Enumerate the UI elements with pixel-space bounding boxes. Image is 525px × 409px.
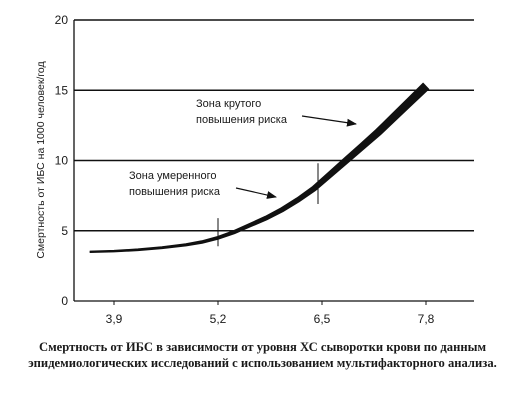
grid-lines (74, 19, 474, 232)
y-tick-label: 5 (61, 224, 68, 238)
x-tick-label: 6,5 (314, 312, 331, 326)
series (89, 82, 430, 254)
zone-markers (217, 163, 319, 247)
y-tick-labels: 0 5 10 15 20 (55, 13, 69, 308)
x-tick-label: 7,8 (418, 312, 435, 326)
y-tick-label: 20 (55, 13, 69, 27)
annotations: Зона крутого повышения риска Зона умеренно… (129, 98, 357, 199)
chart: 0 5 10 15 20 3,9 5,2 6,5 7,8 Зона крутого повыше… (35, 13, 474, 326)
figure-caption: Смертность от ИБС в зависимости от уровн… (28, 340, 497, 370)
x-tick-labels: 3,9 5,2 6,5 7,8 (106, 312, 435, 326)
annotation-arrow (301, 115, 357, 127)
annotation-line: повышения риска (129, 186, 221, 198)
annotation-line: повышения риска (196, 114, 288, 126)
x-tick-label: 3,9 (106, 312, 123, 326)
y-axis-label: Смертность от ИБС на 1000 человек/год (35, 61, 47, 258)
annotation-line: Зона крутого (196, 98, 261, 110)
axes (73, 20, 474, 305)
x-tick-label: 5,2 (210, 312, 227, 326)
y-tick-label: 10 (55, 154, 69, 168)
y-tick-label: 15 (55, 83, 69, 97)
annotation-line: Зона умеренного (129, 170, 216, 182)
risk-curve (89, 82, 430, 254)
annotation-arrow (235, 187, 277, 199)
y-tick-label: 0 (61, 294, 68, 308)
